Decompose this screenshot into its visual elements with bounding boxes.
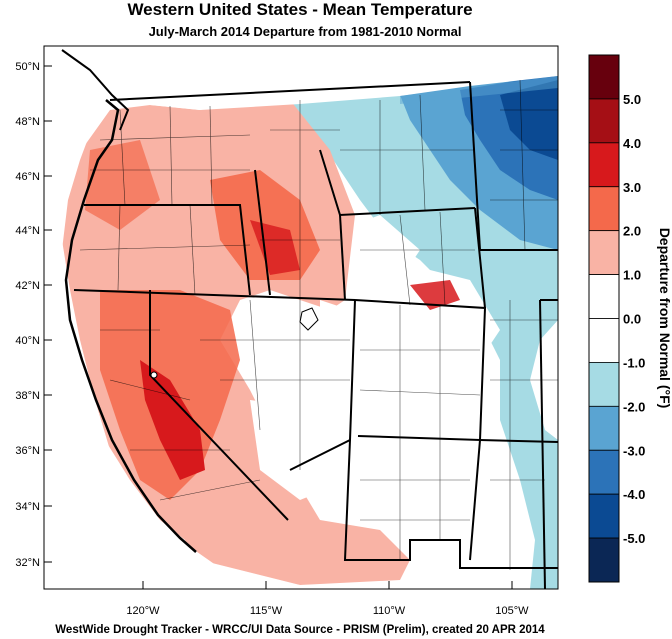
map-title: Western United States - Mean Temperature <box>127 0 473 19</box>
colorbar-tick-label: -3.0 <box>623 443 645 458</box>
colorbar: 5.0 4.0 3.0 2.0 1.0 0.0 -1.0 -2.0 -3.0 -4.0 -5.0 D… <box>588 54 672 583</box>
map-plot-area <box>44 46 558 589</box>
lon-label: 115°W <box>250 605 283 617</box>
map-frame <box>43 45 559 590</box>
state-borders <box>73 81 558 589</box>
axis-ticks <box>44 65 513 589</box>
colorbar-swatch <box>588 274 620 319</box>
colorbar-swatch <box>588 142 620 188</box>
colorbar-swatch <box>588 537 620 583</box>
colorbar-tick-label: 1.0 <box>623 268 641 283</box>
colorbar-tick-label: 0.0 <box>623 312 641 327</box>
colorbar-tick-label: -4.0 <box>623 487 645 502</box>
lon-label: 120°W <box>126 605 160 617</box>
lat-label: 32°N <box>15 557 40 569</box>
colorbar-tick-label: 4.0 <box>623 136 641 151</box>
colorbar-tick-label: 2.0 <box>623 224 641 239</box>
colorbar-swatch <box>588 98 620 144</box>
lat-label: 44°N <box>15 225 40 237</box>
colorbar-tick-labels: 5.0 4.0 3.0 2.0 1.0 0.0 -1.0 -2.0 -3.0 -4.0 -5.0 <box>623 92 645 546</box>
lat-label: 38°N <box>15 390 40 402</box>
colorbar-swatch <box>588 186 620 232</box>
colorbar-swatch <box>588 449 620 495</box>
colorbar-tick-label: -2.0 <box>623 399 645 414</box>
longitude-labels: 120°W 115°W 110°W 105°W <box>126 605 529 617</box>
lat-label: 50°N <box>15 61 40 73</box>
colorbar-tick-label: 3.0 <box>623 180 641 195</box>
colorbar-tick-label: -5.0 <box>623 531 645 546</box>
lat-label: 34°N <box>15 501 40 513</box>
map-subtitle: July-March 2014 Departure from 1981-2010… <box>148 24 462 39</box>
coastline <box>64 99 197 553</box>
colorbar-swatch <box>588 54 620 100</box>
colorbar-swatch <box>588 493 620 539</box>
colorbar-swatch <box>588 362 620 407</box>
colorbar-swatch <box>588 318 620 363</box>
county-lines <box>79 79 558 570</box>
colorbar-swatches <box>588 54 620 583</box>
colorbar-swatch <box>588 230 620 275</box>
colorbar-tick-label: -1.0 <box>623 355 645 370</box>
latitude-labels: 50°N 48°N 46°N 44°N 42°N 40°N 38°N 36°N … <box>15 61 40 569</box>
lat-label: 42°N <box>15 280 40 292</box>
colorbar-swatch <box>588 405 620 451</box>
lat-label: 46°N <box>15 171 40 183</box>
colorbar-frame <box>588 54 620 583</box>
colorbar-tick-label: 5.0 <box>623 92 641 107</box>
lat-label: 36°N <box>15 445 40 457</box>
lat-label: 40°N <box>15 335 40 347</box>
lat-label: 48°N <box>15 116 40 128</box>
colorbar-title: Departure from Normal (°F) <box>657 228 672 409</box>
lon-label: 110°W <box>373 605 406 617</box>
map-footer: WestWide Drought Tracker - WRCC/UI Data … <box>55 624 545 636</box>
lon-label: 105°W <box>495 605 529 617</box>
